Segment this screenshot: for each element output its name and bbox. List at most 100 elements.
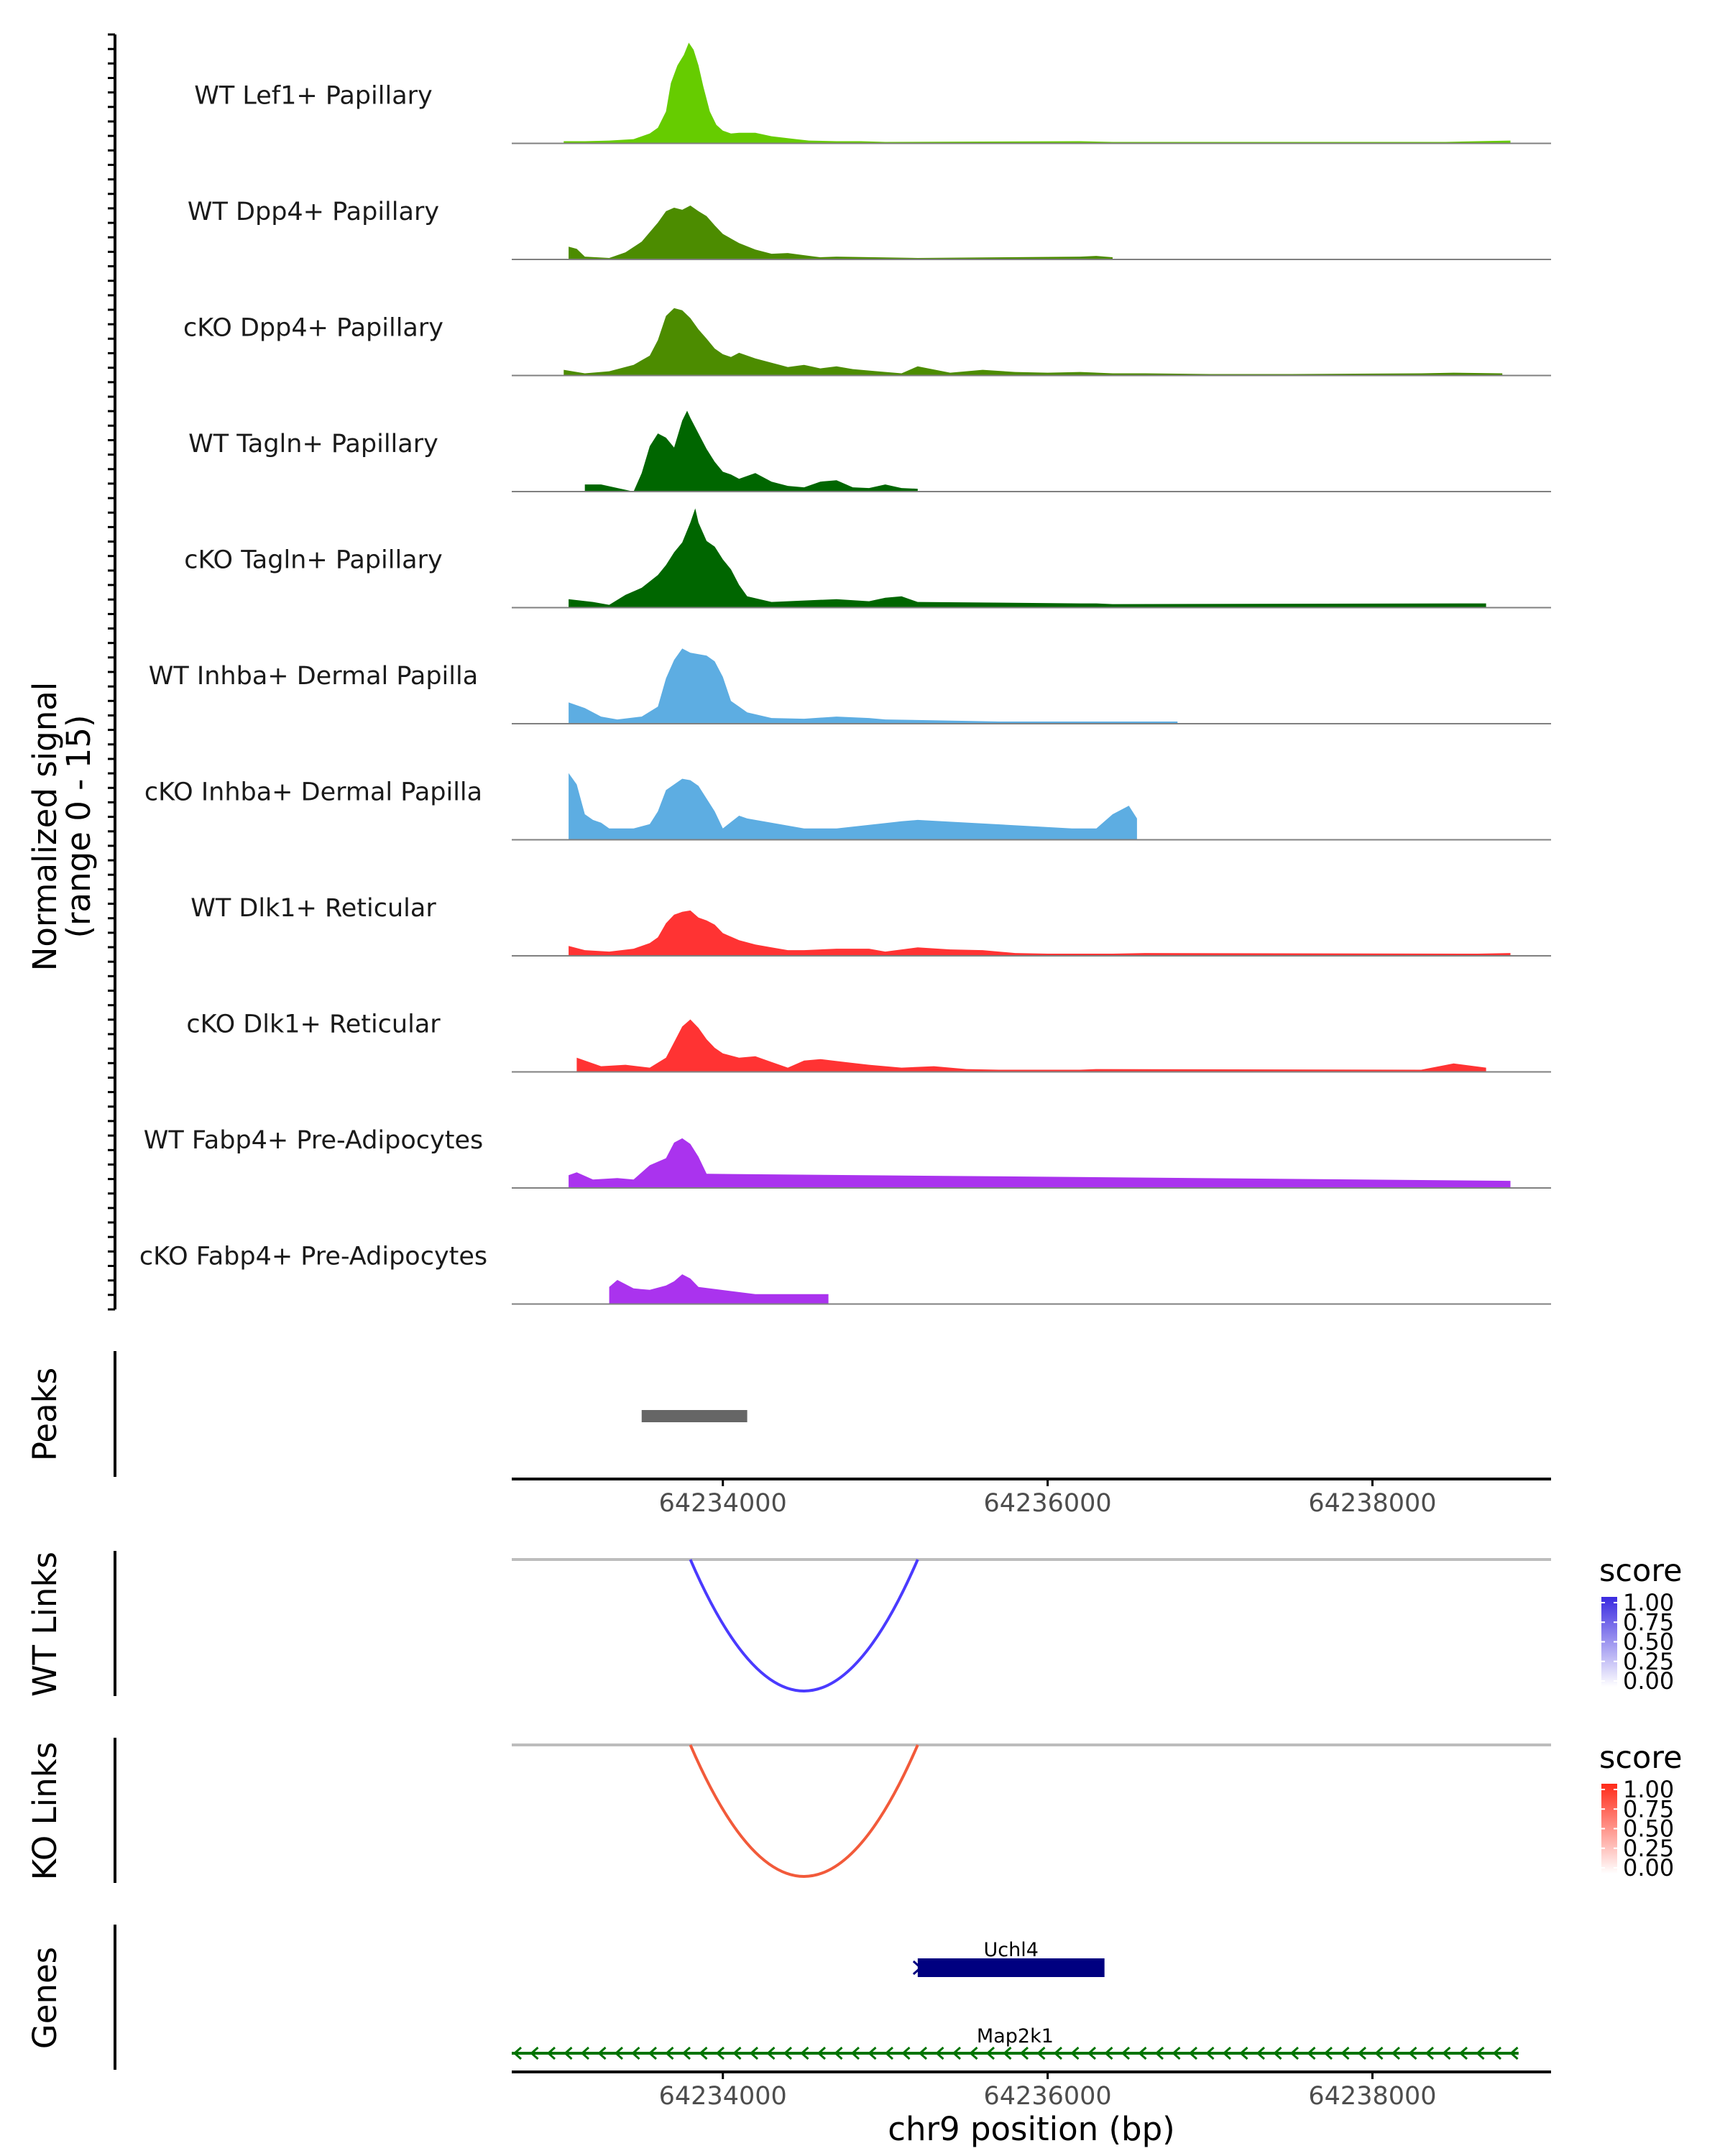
strand-arrow: [1172, 2046, 1181, 2060]
strand-arrow: [884, 2046, 893, 2060]
x-tick-label: 64238000: [1308, 2082, 1436, 2111]
track-label: WT Inhba+ Dermal Papilla: [149, 662, 478, 691]
legend-title: score: [1599, 1553, 1683, 1589]
strand-arrow: [912, 1960, 923, 1976]
coverage-track: cKO Dlk1+ Reticular: [186, 1010, 1551, 1073]
link-arc: [689, 1744, 919, 1878]
gene-models: Uchl4 Map2k1: [512, 1939, 1519, 2060]
coverage-y-axis: [108, 33, 116, 1311]
track-label: cKO Dlk1+ Reticular: [186, 1010, 441, 1039]
strand-arrow: [546, 2046, 556, 2060]
strand-arrow: [631, 2046, 640, 2060]
legend-colorbar: [1601, 1597, 1617, 1687]
coverage-area: [576, 1019, 1486, 1072]
x-axis-title: chr9 position (bp): [888, 2110, 1175, 2148]
strand-arrow: [1036, 2046, 1046, 2060]
strand-arrow: [1104, 2046, 1113, 2060]
strand-arrow: [732, 2046, 742, 2060]
strand-arrow: [580, 2046, 589, 2060]
strand-arrow: [935, 2046, 944, 2060]
genes-label: Genes: [26, 1947, 64, 2049]
strand-arrow: [1289, 2046, 1299, 2060]
gene-model: Uchl4: [912, 1939, 1105, 1977]
legend-colorbar: [1601, 1784, 1617, 1874]
strand-arrow: [969, 2046, 978, 2060]
wt-links-label: WT Links: [26, 1552, 64, 1697]
legend-title: score: [1599, 1740, 1683, 1776]
x-axis-top: 64234000 64236000 64238000: [512, 1478, 1551, 1518]
track-label: WT Tagln+ Papillary: [188, 430, 438, 459]
wt-link-arcs: [689, 1559, 919, 1692]
strand-arrow: [1154, 2046, 1164, 2060]
coverage-area: [584, 410, 918, 492]
track-label: cKO Inhba+ Dermal Papilla: [144, 778, 482, 807]
link-arc: [689, 1559, 919, 1692]
peak-bars: [641, 1410, 748, 1422]
coverage-area: [569, 773, 1137, 840]
coverage-y-range-label: (range 0 - 15): [60, 714, 98, 938]
strand-arrow: [1492, 2046, 1501, 2060]
x-tick-label: 64238000: [1308, 1489, 1436, 1518]
strand-arrow: [1273, 2046, 1282, 2060]
legend-tick-label: 0.00: [1623, 1854, 1674, 1881]
strand-arrow: [1442, 2046, 1451, 2060]
peaks-panel: Peaks: [26, 1351, 748, 1477]
coverage-area: [569, 206, 1113, 259]
gene-model: Map2k1: [512, 2025, 1519, 2060]
strand-arrow: [699, 2046, 708, 2060]
strand-arrow: [715, 2046, 724, 2060]
x-axis-bottom: 64234000 64236000 64238000: [512, 2070, 1551, 2111]
legend-tick-label: 0.50: [1623, 1815, 1674, 1843]
strand-arrow: [597, 2046, 607, 2060]
coverage-area: [569, 648, 1178, 724]
strand-arrow: [1019, 2046, 1029, 2060]
x-tick-label: 64236000: [984, 1489, 1112, 1518]
coverage-track: WT Inhba+ Dermal Papilla: [149, 648, 1551, 724]
strand-arrow: [614, 2046, 623, 2060]
strand-arrow: [1357, 2046, 1366, 2060]
strand-arrow: [1222, 2046, 1231, 2060]
legend-tick-label: 0.75: [1623, 1795, 1674, 1823]
gene-body: [917, 1958, 1105, 1977]
ko-links-label: KO Links: [26, 1742, 64, 1880]
strand-arrow: [1239, 2046, 1248, 2060]
track-label: WT Lef1+ Papillary: [194, 82, 433, 111]
strand-arrow: [1374, 2046, 1384, 2060]
coverage-track: cKO Dpp4+ Papillary: [183, 308, 1551, 377]
legend-tick-label: 0.50: [1623, 1628, 1674, 1656]
strand-arrow: [1391, 2046, 1400, 2060]
ko-link-arcs: [689, 1744, 919, 1878]
strand-arrow: [648, 2046, 657, 2060]
strand-arrow: [800, 2046, 809, 2060]
track-label: cKO Tagln+ Papillary: [184, 546, 443, 575]
coverage-track: WT Fabp4+ Pre-Adipocytes: [144, 1126, 1551, 1189]
coverage-area: [569, 508, 1486, 608]
coverage-track: cKO Fabp4+ Pre-Adipocytes: [139, 1243, 1551, 1305]
legend-tick-label: 0.00: [1623, 1667, 1674, 1695]
strand-arrow: [952, 2046, 961, 2060]
strand-arrow: [850, 2046, 860, 2060]
strand-arrow: [901, 2046, 911, 2060]
peaks-label: Peaks: [26, 1368, 64, 1461]
track-label: WT Dpp4+ Papillary: [188, 198, 439, 226]
strand-arrow: [1307, 2046, 1316, 2060]
strand-arrow: [1053, 2046, 1062, 2060]
strand-arrow: [1205, 2046, 1215, 2060]
strand-arrow: [1340, 2046, 1350, 2060]
coverage-y-label: Normalized signal: [26, 682, 64, 972]
strand-arrow: [834, 2046, 843, 2060]
strand-arrow: [530, 2046, 539, 2060]
coverage-track: WT Dlk1+ Reticular: [190, 894, 1551, 957]
strand-arrow: [512, 2046, 522, 2060]
coverage-area: [609, 1274, 829, 1304]
gene-label: Uchl4: [984, 1939, 1039, 1961]
legend-tick-label: 0.75: [1623, 1608, 1674, 1636]
strand-arrow: [1003, 2046, 1012, 2060]
track-label: cKO Fabp4+ Pre-Adipocytes: [139, 1243, 487, 1271]
strand-arrow: [816, 2046, 826, 2060]
strand-arrow: [1458, 2046, 1468, 2060]
